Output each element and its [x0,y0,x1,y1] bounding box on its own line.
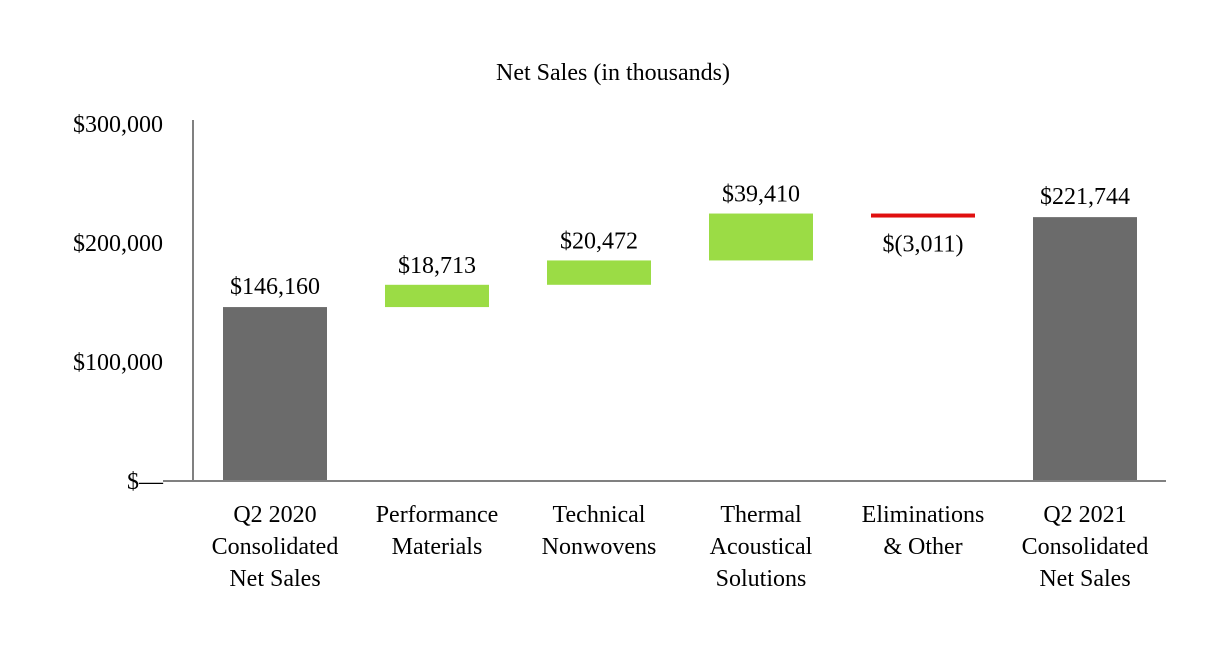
data-label: $221,744 [1040,184,1130,210]
y-axis-ticks: $— $100,000 $200,000 $300,000 [73,112,164,495]
bars [223,213,1137,481]
category-label-line: Net Sales [1039,566,1130,592]
category-label-line: Solutions [716,566,807,592]
y-tick-label: $300,000 [73,112,163,138]
category-label-line: Acoustical [710,534,813,560]
data-label: $18,713 [398,253,476,279]
category-label-line: Thermal [720,502,802,528]
category-label-line: Performance [376,502,499,528]
category-label-line: Materials [392,534,483,560]
bar-total [223,307,327,481]
category-label-line: Net Sales [229,566,320,592]
y-tick-label: $— [127,469,164,495]
bar-total [1033,217,1137,481]
bar-increase [385,284,489,308]
category-label-line: Q2 2020 [233,502,316,528]
data-labels: $146,160 $18,713 $20,472 $39,410 $(3,011) $22… [230,182,1130,301]
chart-title: Net Sales (in thousands) [496,60,730,86]
category-label: Thermal Acoustical Solutions [710,502,813,592]
category-label-line: & Other [883,534,962,560]
x-axis-labels: Q2 2020 Consolidated Net Sales Performance M… [212,502,1149,592]
category-label-line: Consolidated [1022,534,1149,560]
category-label: Performance Materials [376,502,499,560]
category-label: Q2 2020 Consolidated Net Sales [212,502,339,592]
data-label: $20,472 [560,228,638,254]
category-label: Q2 2021 Consolidated Net Sales [1022,502,1149,592]
bar-increase [547,260,651,285]
category-label: Eliminations & Other [862,502,985,560]
y-tick-label: $100,000 [73,350,163,376]
category-label: Technical Nonwovens [542,502,657,560]
bar-decrease [871,213,975,218]
category-label-line: Consolidated [212,534,339,560]
category-label-line: Eliminations [862,502,985,528]
data-label: $39,410 [722,182,800,208]
bar-increase [709,213,813,261]
category-label-line: Technical [553,502,646,528]
y-tick-label: $200,000 [73,231,163,257]
category-label-line: Nonwovens [542,534,657,560]
data-label: $146,160 [230,274,320,300]
data-label: $(3,011) [882,232,963,258]
category-label-line: Q2 2021 [1043,502,1126,528]
